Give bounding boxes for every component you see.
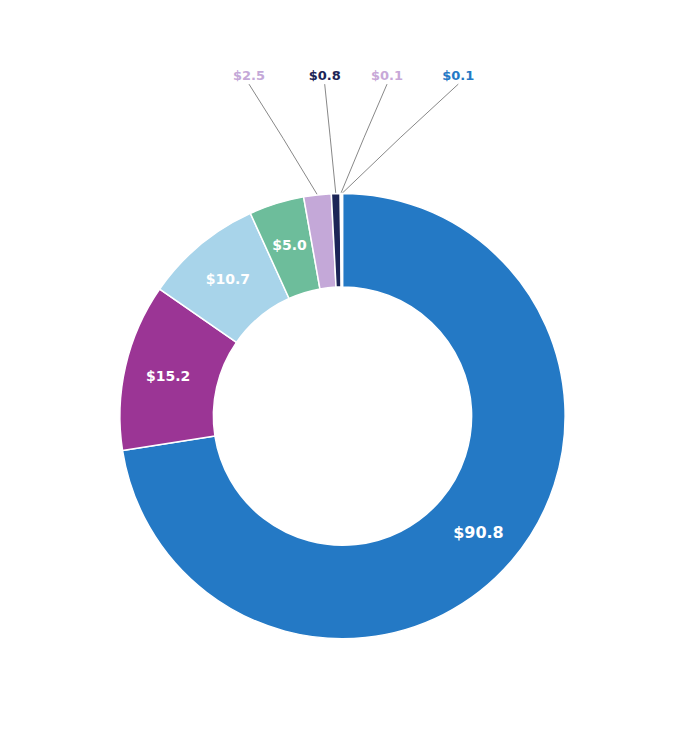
svg-text:$0.8: $0.8 — [309, 68, 341, 83]
svg-text:$10.7: $10.7 — [206, 271, 250, 287]
svg-text:$2.5: $2.5 — [233, 68, 265, 83]
svg-text:$0.1: $0.1 — [442, 68, 474, 83]
svg-text:$15.2: $15.2 — [146, 368, 190, 384]
svg-text:$5.0: $5.0 — [272, 237, 307, 253]
svg-text:$90.8: $90.8 — [453, 523, 504, 542]
svg-text:$0.1: $0.1 — [371, 68, 403, 83]
